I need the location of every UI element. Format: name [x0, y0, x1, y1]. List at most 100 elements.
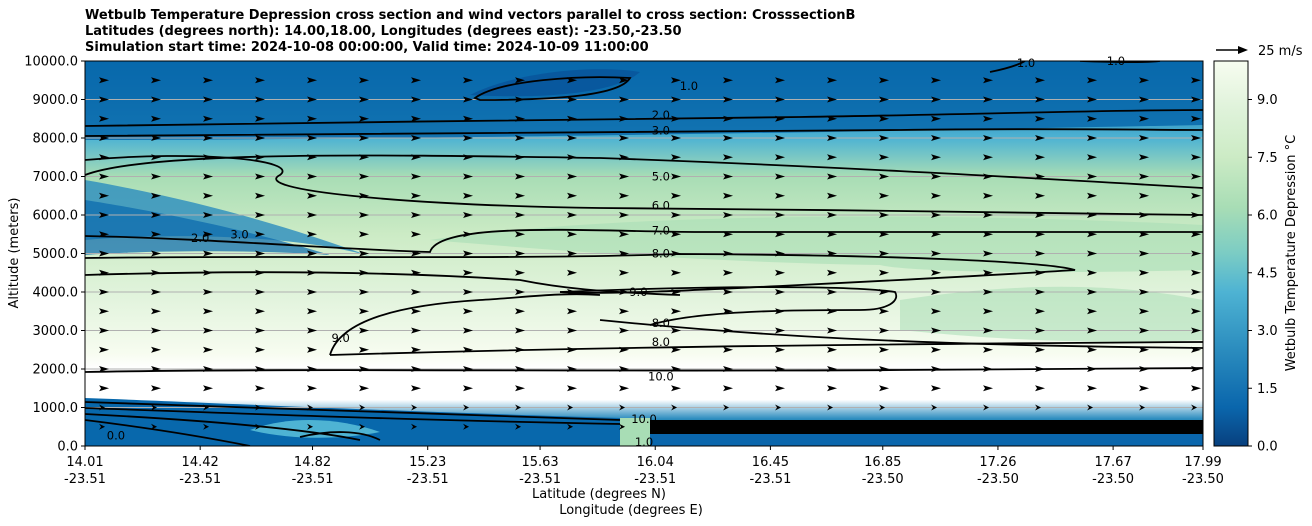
wind-arrow-79 [775, 366, 786, 372]
wind-arrow-254 [723, 212, 734, 218]
wind-arrow-129 [1087, 327, 1098, 334]
wind-arrow-280 [931, 192, 942, 199]
wind-arrow-389 [879, 96, 890, 103]
wind-arrow-373 [1191, 115, 1202, 122]
wind-arrow-67 [151, 366, 162, 372]
wind-arrow-407 [671, 77, 682, 84]
y-tick-label-7: 7000.0 [33, 170, 79, 185]
wind-arrow-28 [411, 404, 418, 411]
wind-arrow-116 [411, 327, 422, 334]
wind-arrow-353 [151, 115, 162, 122]
contour-label-14: 2.0 [191, 231, 209, 245]
wind-arrow-150 [1035, 308, 1046, 315]
wind-arrow-34 [723, 404, 730, 411]
wind-arrow-217 [1087, 250, 1098, 257]
wind-arrow-332 [203, 135, 214, 141]
wind-arrow-12 [723, 423, 730, 430]
wind-arrow-22 [99, 404, 106, 411]
wind-arrow-152 [1139, 308, 1150, 315]
contour-label-0: 2.0 [652, 108, 670, 122]
y-axis-label: Altitude (meters) [7, 198, 22, 309]
wind-arrow-298 [723, 173, 734, 180]
wind-arrow-160 [411, 289, 422, 295]
wind-arrow-124 [827, 327, 838, 334]
wind-arrow-158 [307, 289, 318, 295]
wind-arrow-57 [775, 385, 786, 392]
wind-arrow-147 [879, 308, 890, 315]
wind-arrow-196 [1139, 269, 1150, 276]
x-tick-label-lon-2: -23.51 [292, 472, 334, 487]
wind-arrow-336 [411, 135, 422, 141]
wind-arrow-111 [151, 327, 162, 334]
wind-arrow-309 [151, 154, 162, 161]
wind-arrow-167 [775, 289, 786, 295]
wind-arrow-80 [827, 366, 838, 372]
wind-arrow-318 [619, 154, 630, 161]
wind-arrow-322 [827, 154, 838, 161]
wind-arrow-214 [931, 250, 942, 257]
wind-arrow-256 [827, 212, 838, 218]
wind-arrow-339 [567, 135, 578, 141]
wind-arrow-25 [255, 404, 262, 411]
wind-arrow-137 [359, 308, 370, 315]
wind-arrow-95 [463, 346, 474, 353]
wind-arrow-325 [983, 154, 994, 161]
wind-arrow-56 [723, 385, 734, 392]
wind-arrow-43 [1191, 404, 1198, 411]
wind-arrow-218 [1139, 250, 1150, 257]
wind-arrow-9 [567, 423, 574, 430]
x-tick-label-lat-6: 16.45 [752, 455, 789, 470]
wind-arrow-7 [463, 423, 470, 430]
wind-arrow-42 [1139, 404, 1146, 411]
wind-arrow-23 [151, 404, 158, 411]
wind-arrow-293 [463, 173, 474, 180]
wind-arrow-169 [879, 289, 890, 295]
wind-arrow-234 [827, 231, 838, 238]
wind-arrow-74 [515, 366, 526, 372]
wind-arrow-312 [307, 154, 318, 161]
wind-arrow-90 [203, 346, 214, 353]
x-axis-label-longitude: Longitude (degrees E) [559, 503, 703, 518]
wind-arrow-227 [463, 231, 474, 238]
colorbar-tick-label-6: 9.0 [1257, 93, 1278, 108]
wind-arrow-37 [879, 404, 886, 411]
wind-arrow-284 [1139, 192, 1150, 199]
colorbar-tick-label-3: 4.5 [1257, 266, 1278, 281]
wind-arrow-368 [931, 115, 942, 122]
wind-arrow-271 [463, 192, 474, 199]
wind-arrow-132 [99, 308, 110, 315]
wind-arrow-328 [1139, 154, 1150, 161]
wind-arrow-207 [567, 250, 578, 257]
wind-arrow-210 [723, 250, 734, 257]
wind-arrow-362 [619, 115, 630, 122]
wind-arrow-135 [255, 308, 266, 315]
wind-arrow-224 [307, 231, 318, 238]
wind-arrow-366 [827, 115, 838, 122]
wind-arrow-292 [411, 173, 422, 180]
wind-arrow-213 [879, 250, 890, 257]
contour-label-10: 9.0 [331, 331, 349, 345]
wind-arrow-33 [671, 404, 678, 411]
wind-arrow-392 [1035, 96, 1046, 103]
wind-arrow-258 [931, 212, 942, 218]
wind-arrow-282 [1035, 192, 1046, 199]
wind-arrow-268 [307, 192, 318, 199]
wind-arrow-208 [619, 250, 630, 257]
wind-arrow-16 [931, 423, 938, 430]
wind-arrow-375 [151, 96, 162, 103]
wind-arrow-259 [983, 212, 994, 218]
wind-arrow-110 [99, 327, 110, 334]
wind-arrow-411 [879, 77, 890, 84]
wind-arrow-200 [203, 250, 214, 257]
x-tick-label-lat-10: 17.99 [1184, 455, 1221, 470]
wind-arrow-21 [1191, 423, 1198, 430]
wind-arrow-247 [359, 212, 370, 218]
wind-arrow-297 [671, 173, 682, 180]
wind-arrow-232 [723, 231, 734, 238]
wind-arrow-170 [931, 289, 942, 295]
wind-arrow-36 [827, 404, 834, 411]
wind-arrow-302 [931, 173, 942, 180]
wind-arrow-391 [983, 96, 994, 103]
wind-arrow-357 [359, 115, 370, 122]
wind-arrow-88 [99, 346, 110, 353]
